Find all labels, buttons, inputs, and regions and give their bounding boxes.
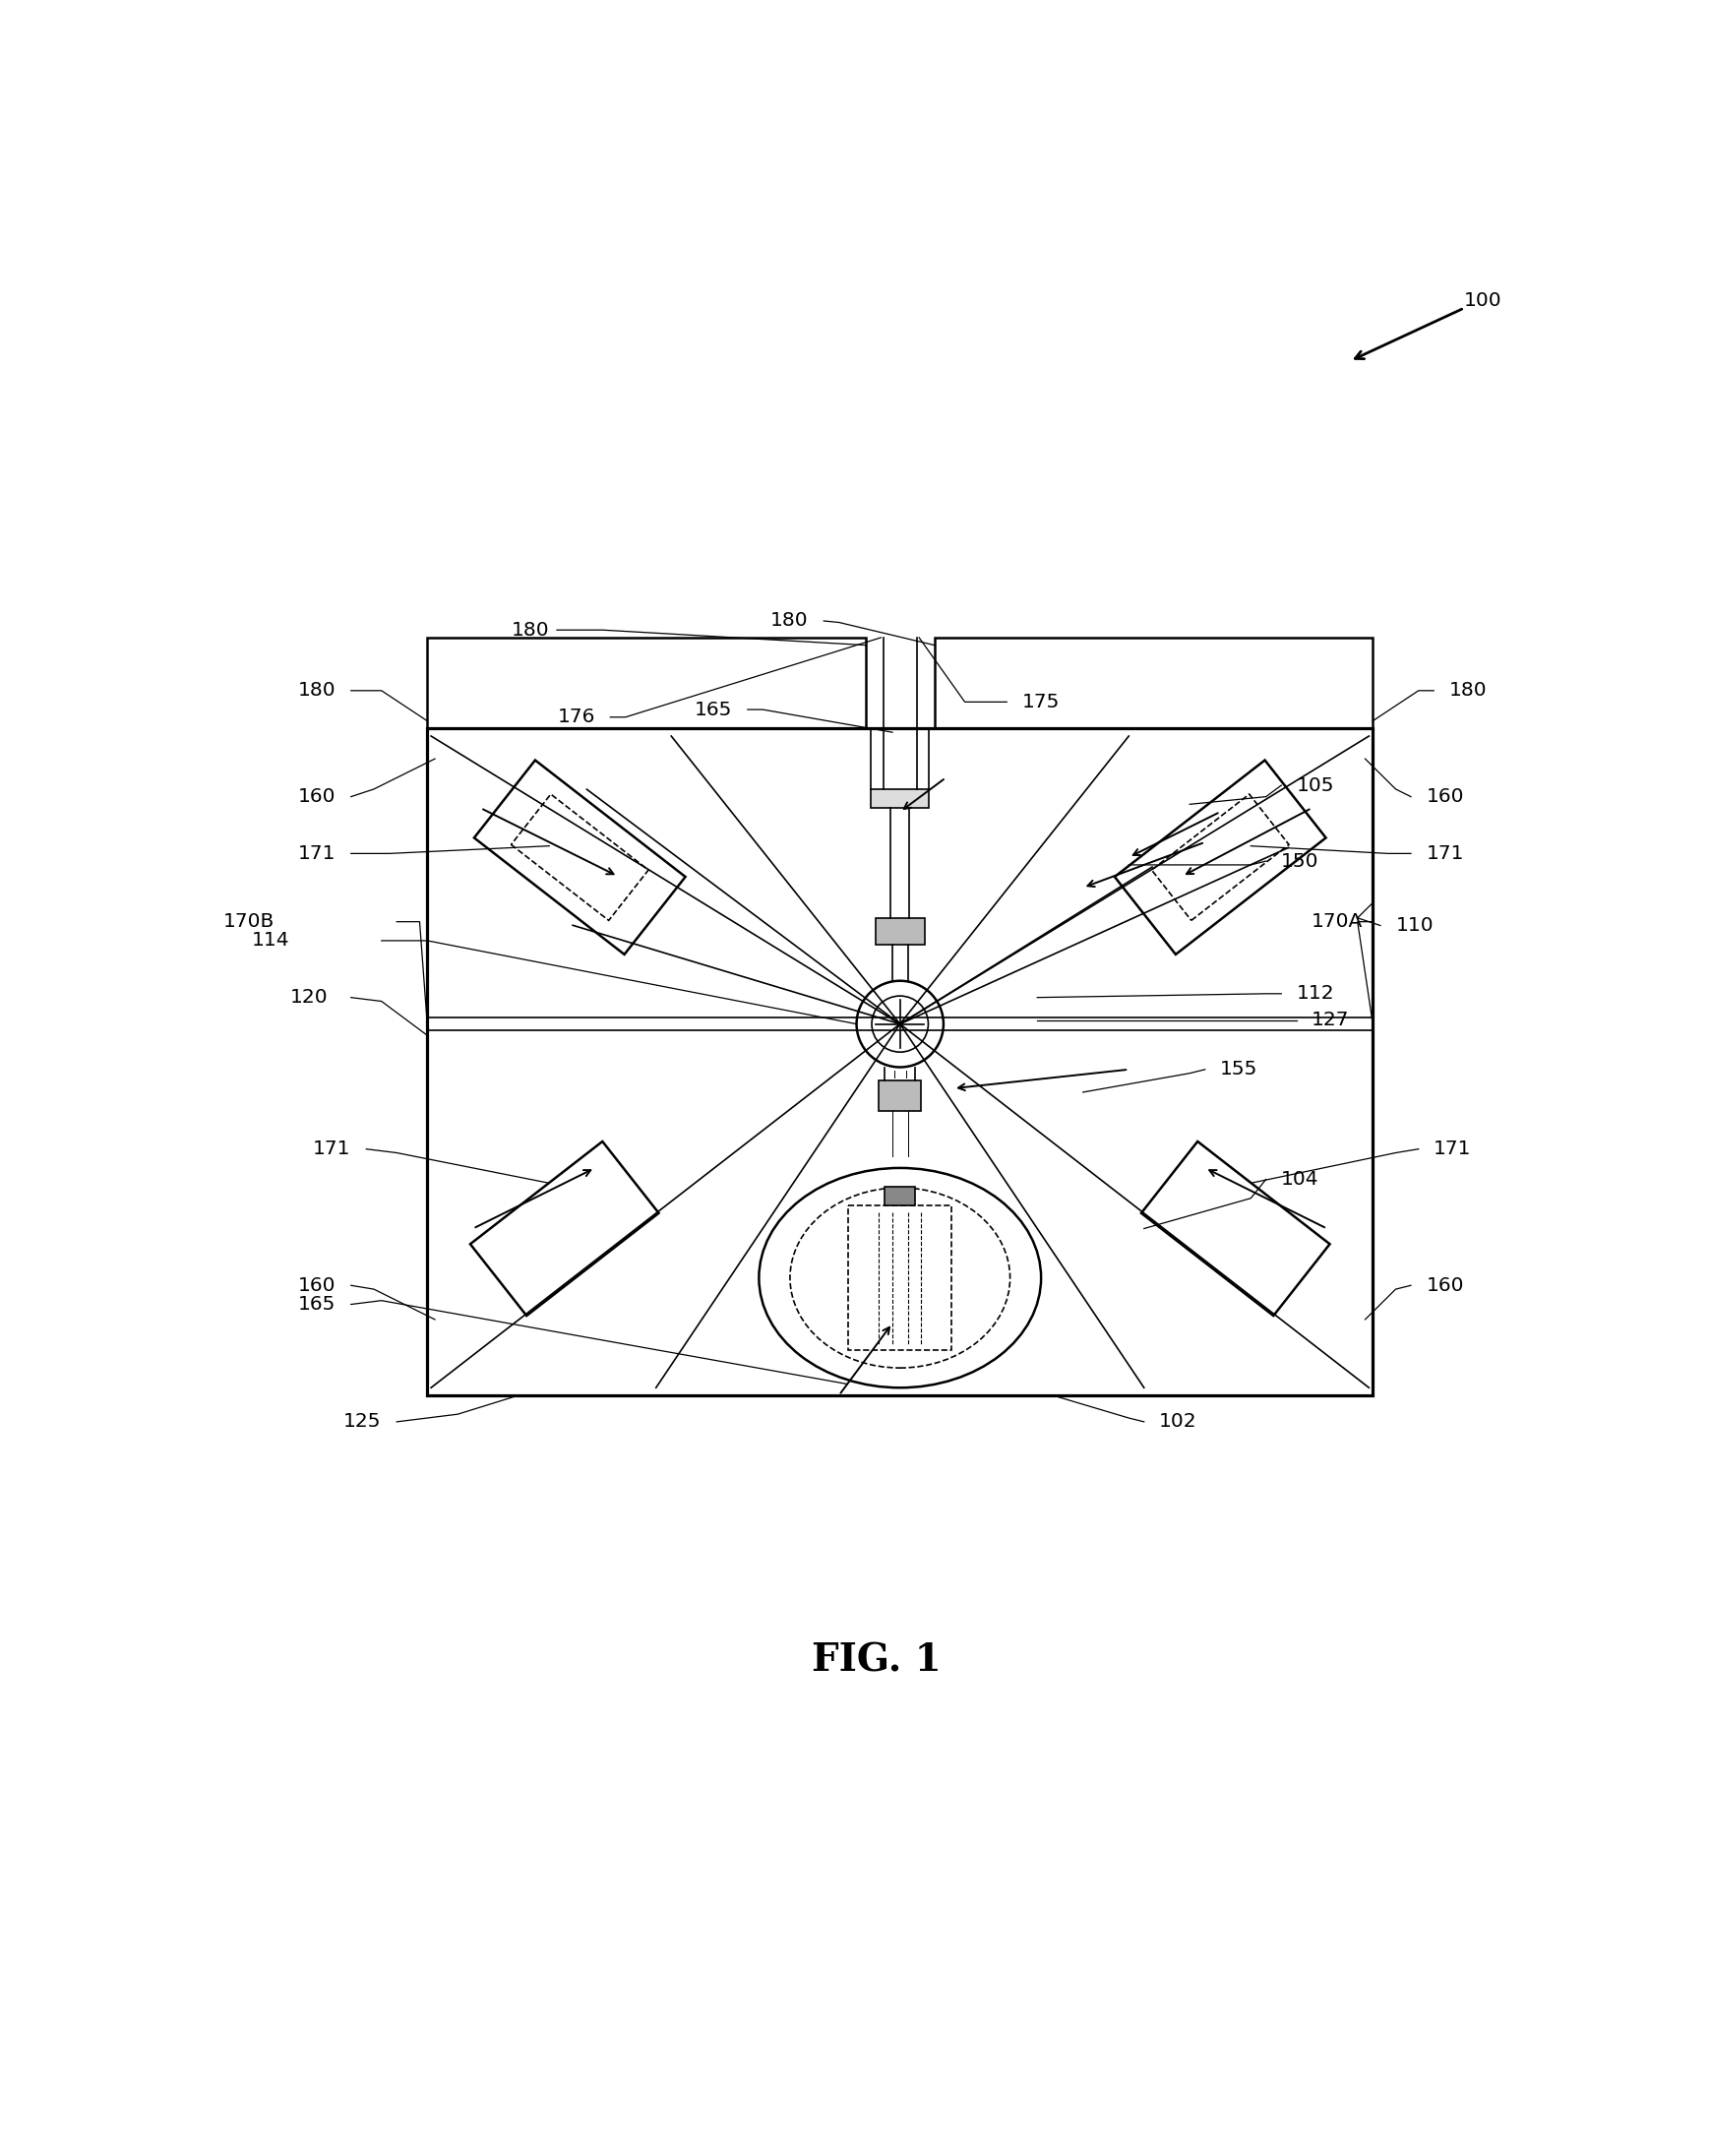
Text: 114: 114 <box>251 931 291 951</box>
Text: 155: 155 <box>1221 1061 1259 1078</box>
Polygon shape <box>870 789 929 808</box>
Text: 160: 160 <box>298 787 335 806</box>
Text: 150: 150 <box>1281 852 1318 871</box>
Text: 171: 171 <box>1433 1141 1472 1158</box>
Text: 125: 125 <box>344 1412 381 1432</box>
Text: 165: 165 <box>298 1296 335 1313</box>
Text: 104: 104 <box>1281 1171 1320 1188</box>
Text: 175: 175 <box>1023 692 1060 711</box>
Text: 127: 127 <box>1312 1011 1349 1031</box>
Text: 110: 110 <box>1395 916 1433 936</box>
Text: 171: 171 <box>1426 845 1464 862</box>
Text: 112: 112 <box>1296 985 1334 1003</box>
Text: FIG. 1: FIG. 1 <box>812 1641 941 1680</box>
Text: 170A: 170A <box>1312 912 1363 931</box>
Text: 102: 102 <box>1159 1412 1197 1432</box>
Text: 120: 120 <box>291 987 328 1007</box>
Text: 180: 180 <box>298 681 335 701</box>
Text: 180: 180 <box>1448 681 1488 701</box>
Text: 171: 171 <box>313 1141 351 1158</box>
Text: 171: 171 <box>298 845 335 862</box>
Polygon shape <box>876 918 925 944</box>
Text: 165: 165 <box>694 701 732 718</box>
Text: 180: 180 <box>771 612 809 630</box>
Polygon shape <box>884 1188 915 1205</box>
Text: 160: 160 <box>298 1276 335 1296</box>
Text: 160: 160 <box>1426 1276 1464 1296</box>
Polygon shape <box>879 1080 922 1110</box>
Text: 180: 180 <box>511 621 549 640</box>
Text: 100: 100 <box>1464 291 1503 310</box>
Text: 105: 105 <box>1296 776 1334 796</box>
Text: 160: 160 <box>1426 787 1464 806</box>
Text: 170B: 170B <box>224 912 275 931</box>
Text: 176: 176 <box>557 707 595 727</box>
